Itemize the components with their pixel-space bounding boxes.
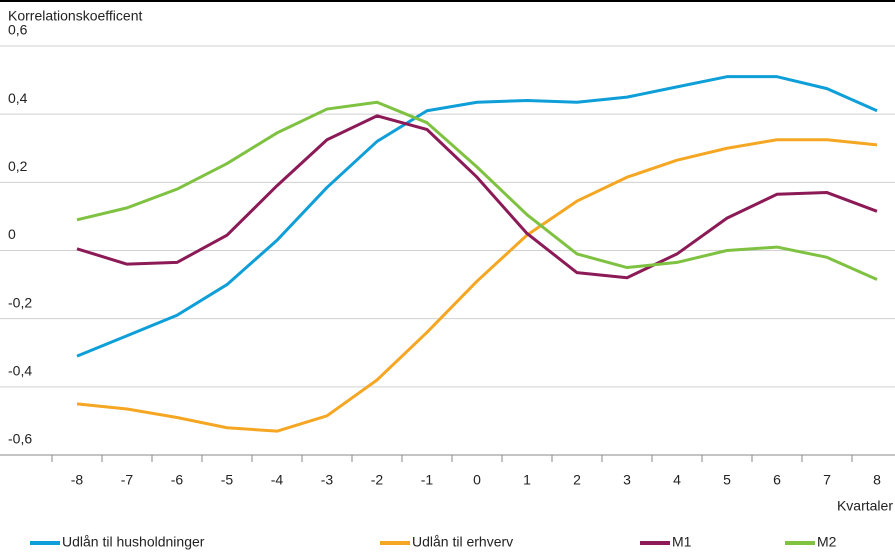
y-tick-label: 0 [8, 226, 16, 242]
y-tick-label: 0,4 [8, 90, 28, 106]
x-tick-label: -6 [171, 472, 184, 488]
x-tick-label: 8 [873, 472, 881, 488]
x-tick-label: 1 [523, 472, 531, 488]
y-tick-label: 0,2 [8, 158, 28, 174]
x-tick-label: -4 [271, 472, 284, 488]
y-tick-label: -0,6 [8, 431, 32, 447]
series-line [76, 100, 878, 281]
x-tick-label: 7 [823, 472, 831, 488]
legend-label: Udlån til husholdninger [62, 534, 205, 550]
x-tick-label: -3 [321, 472, 334, 488]
legend-label: M1 [672, 534, 692, 550]
series-line [76, 75, 878, 358]
x-tick-label: 3 [623, 472, 631, 488]
x-tick-label: -5 [221, 472, 234, 488]
x-tick-label: -8 [71, 472, 84, 488]
x-tick-label: 6 [773, 472, 781, 488]
x-tick-label: 5 [723, 472, 731, 488]
x-axis-title: Kvartaler [837, 498, 893, 514]
x-tick-label: -7 [121, 472, 134, 488]
x-tick-label: 0 [473, 472, 481, 488]
legend-label: M2 [817, 534, 837, 550]
x-tick-label: 2 [573, 472, 581, 488]
series-line [76, 114, 878, 280]
series-line [76, 138, 878, 433]
x-tick-label: -2 [371, 472, 384, 488]
x-tick-label: 4 [673, 472, 681, 488]
y-tick-label: 0,6 [8, 22, 28, 38]
legend-label: Udlån til erhverv [412, 534, 513, 550]
y-axis-title: Korrelationskoefficent [8, 8, 142, 24]
y-tick-label: -0,2 [8, 294, 32, 310]
x-tick-label: -1 [421, 472, 434, 488]
y-tick-label: -0,4 [8, 363, 32, 379]
